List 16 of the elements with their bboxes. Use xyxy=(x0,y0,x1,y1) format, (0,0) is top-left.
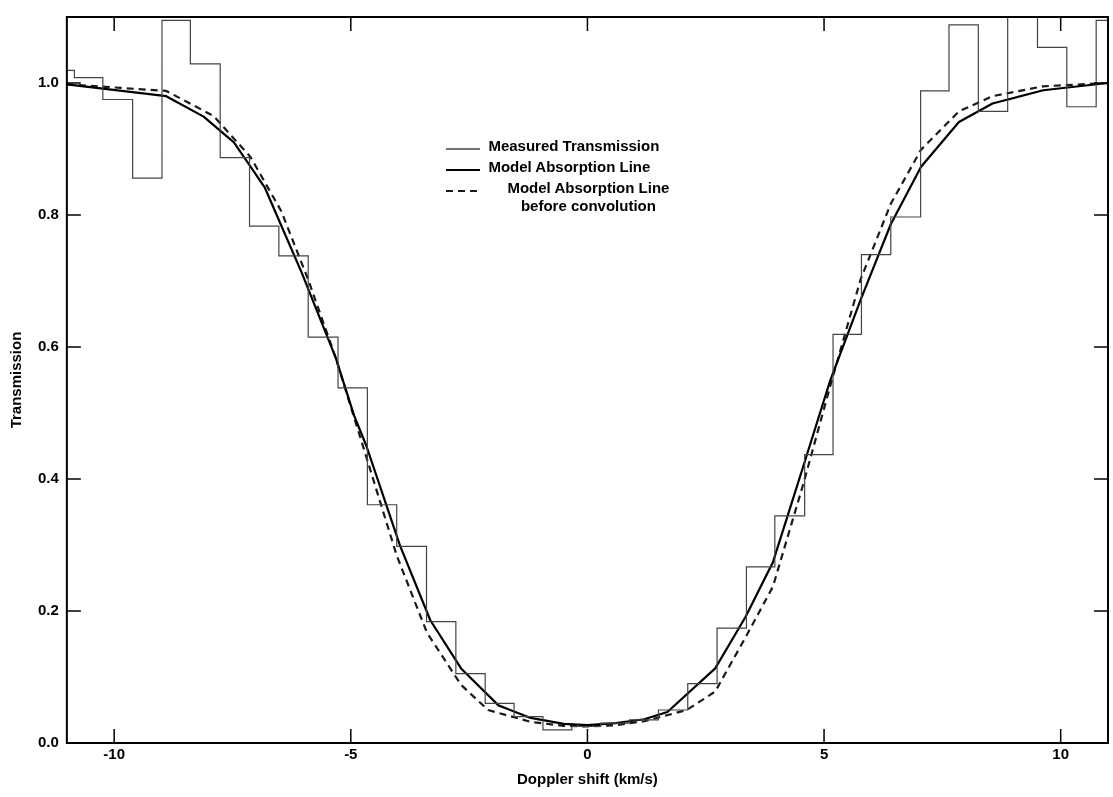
x-tick-label: 0 xyxy=(583,745,592,763)
x-tick-label: 5 xyxy=(819,745,829,763)
x-tick-label: -10 xyxy=(103,745,126,763)
y-tick-label: 0.2 xyxy=(37,601,59,619)
x-tick-label: -5 xyxy=(344,745,358,763)
y-tick-label: 0.4 xyxy=(37,469,60,487)
y-tick-label: 0.0 xyxy=(37,733,59,751)
y-tick-label: 0.6 xyxy=(37,337,59,355)
y-tick-label: 1.0 xyxy=(37,73,59,91)
legend-label: Model Absorption Line before convolution xyxy=(506,179,671,215)
legend-label: Model Absorption Line xyxy=(488,158,651,176)
y-tick-label: 0.8 xyxy=(37,205,59,223)
y-axis-title: Transmission xyxy=(7,331,25,429)
x-axis-title: Doppler shift (km/s) xyxy=(517,770,658,788)
legend-label: Measured Transmission xyxy=(488,137,660,155)
x-tick-label: 10 xyxy=(1052,745,1070,763)
